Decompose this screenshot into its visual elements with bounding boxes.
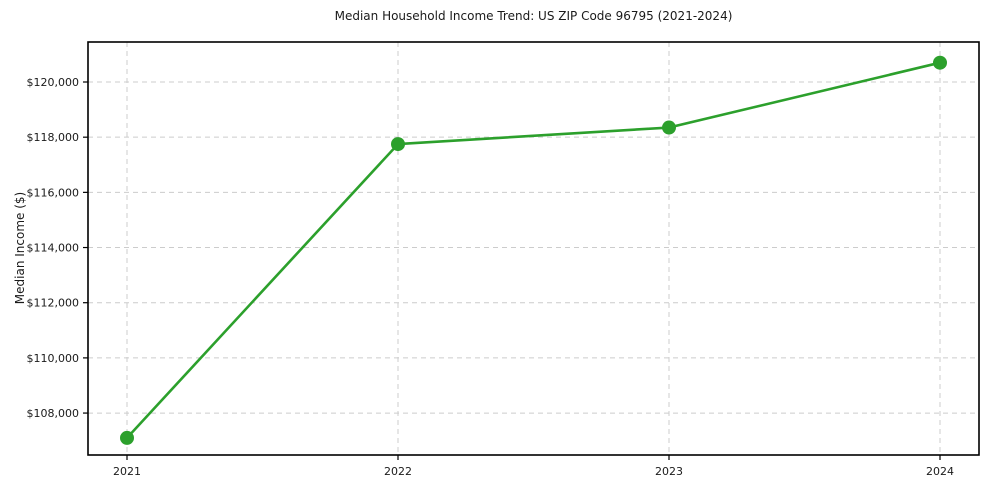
data-point-marker (120, 430, 134, 445)
x-tick-label: 2024 (926, 465, 954, 478)
trend-line (125, 61, 942, 440)
y-tick-label: $118,000 (27, 131, 80, 144)
x-tick-label: 2021 (113, 465, 141, 478)
chart-title: Median Household Income Trend: US ZIP Co… (334, 9, 733, 23)
x-tick-label: 2023 (655, 465, 683, 478)
x-tick-label: 2022 (384, 465, 412, 478)
y-tick-label: $116,000 (27, 186, 80, 199)
data-point-marker (933, 55, 947, 70)
data-point-marker (662, 120, 676, 135)
data-point-marker (391, 137, 405, 152)
y-tick-label: $120,000 (27, 76, 80, 89)
y-tick-label: $114,000 (27, 242, 80, 255)
plot-border (87, 41, 980, 456)
y-tick-label: $112,000 (27, 297, 80, 310)
y-tick-label: $110,000 (27, 352, 80, 365)
y-tick-label: $108,000 (27, 407, 80, 420)
